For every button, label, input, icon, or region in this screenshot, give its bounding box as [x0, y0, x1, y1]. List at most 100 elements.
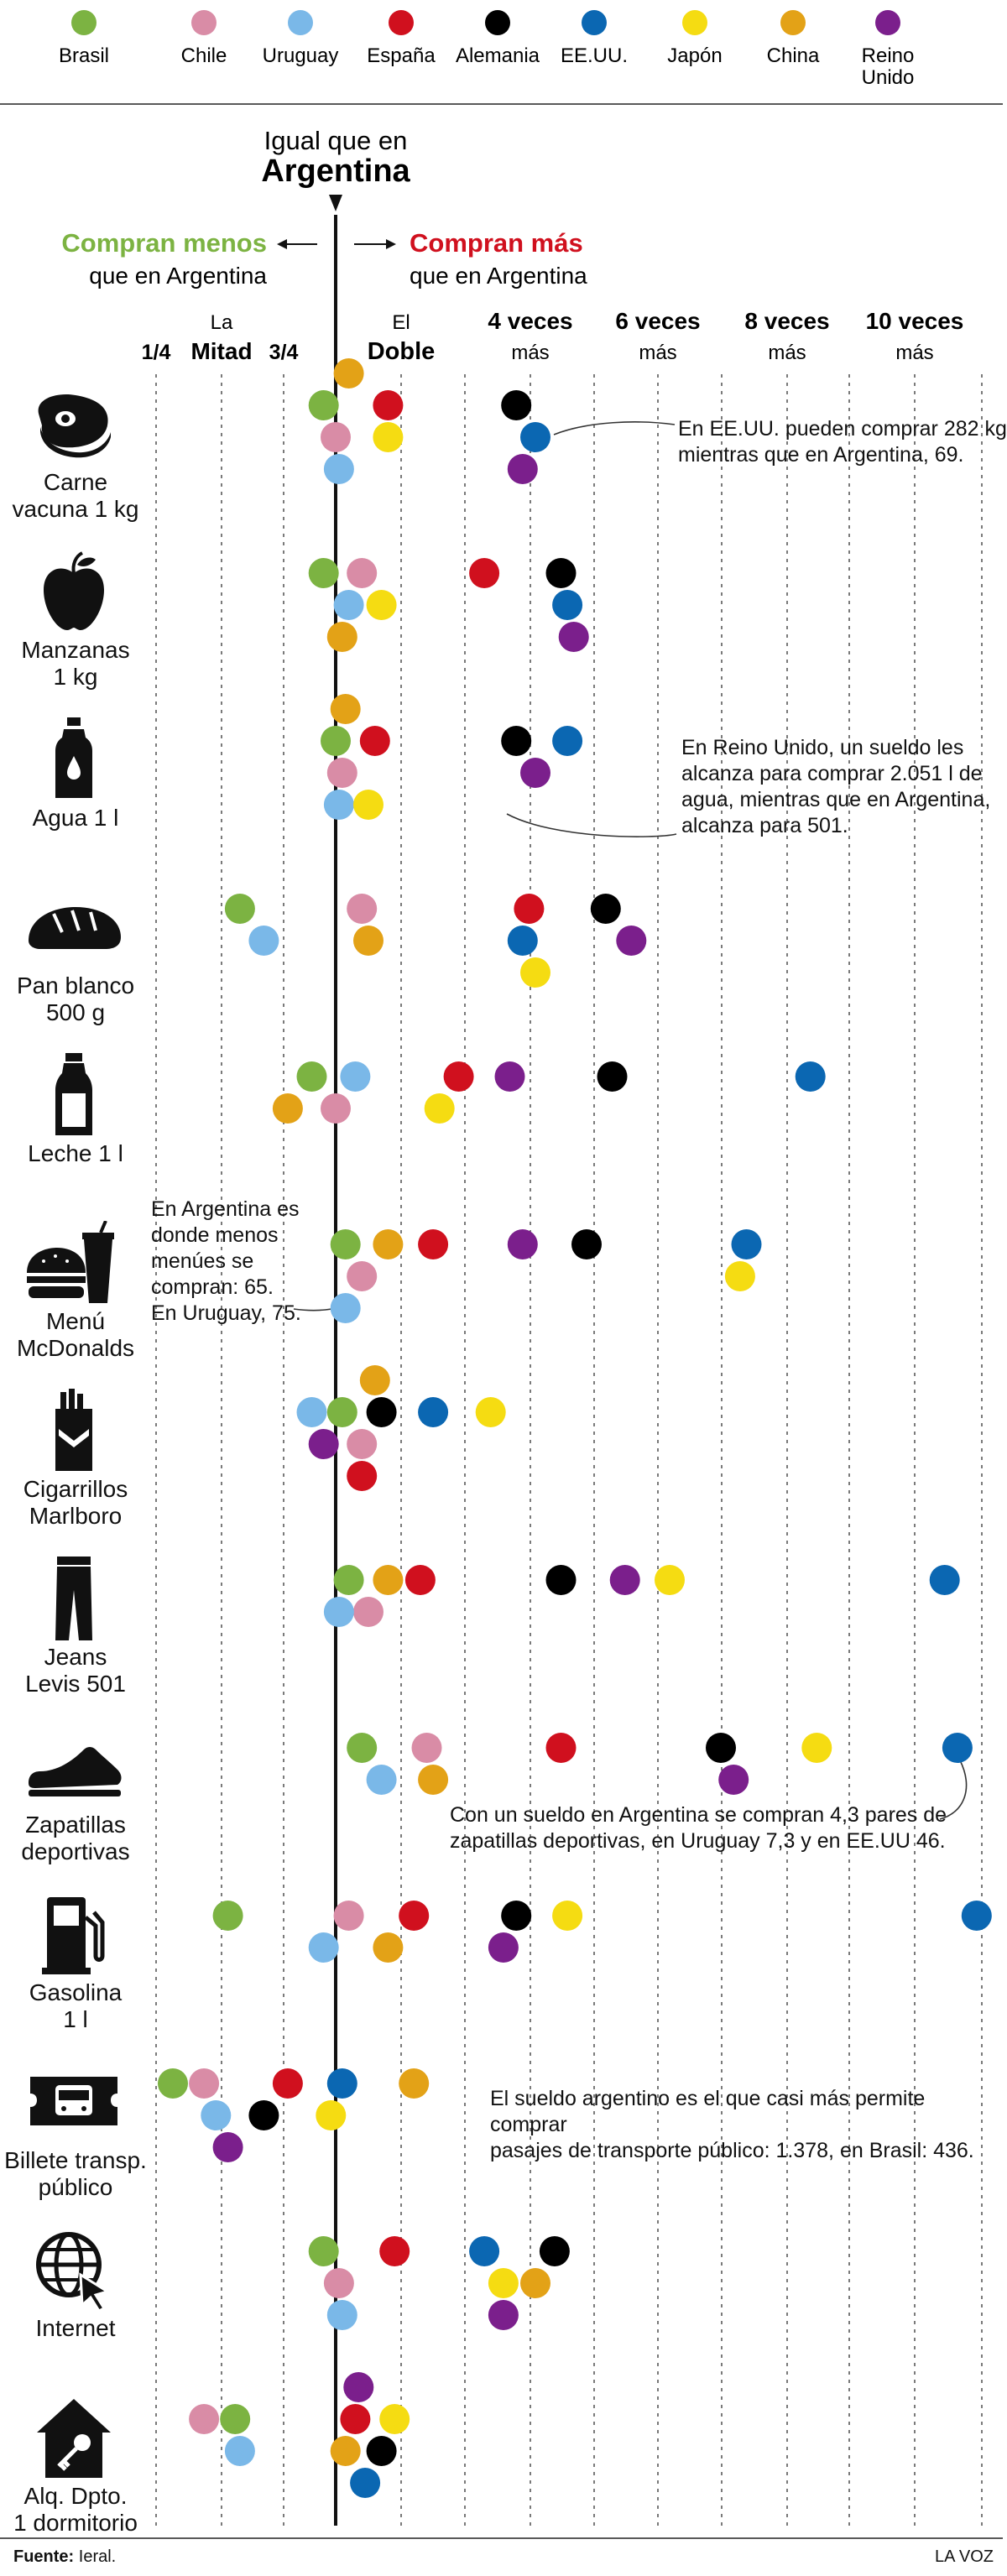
right-arrow-icon	[354, 239, 396, 249]
legend-swatch	[780, 10, 806, 35]
point-japon-alq-dpto-1-dormitorio	[379, 2404, 410, 2434]
legend-label: Brasil	[59, 44, 109, 67]
product-label-alquiler: Alq. Dpto. 1 dormitorio	[13, 2483, 138, 2536]
point-chile-carne-vacuna-1-kg	[321, 422, 351, 452]
point-chile-pan-blanco-500-g	[347, 894, 378, 924]
point-chile-jeans-levis-501	[353, 1597, 383, 1627]
point-chile-billete-transp-publico	[189, 2068, 220, 2099]
annotation-uk-agua: En Reino Unido, un sueldo les alcanza par…	[681, 736, 991, 837]
point-chile-alq-dpto-1-dormitorio	[189, 2404, 220, 2434]
point-alemania-menu-mcdonalds	[571, 1229, 602, 1259]
point-ee-uu-menu-mcdonalds	[731, 1229, 762, 1259]
annotation-leader	[553, 421, 676, 435]
point-brasil-billete-transp-publico	[158, 2068, 188, 2099]
reference-line1: Igual que en	[264, 126, 408, 155]
point-china-manzanas-1-kg	[326, 622, 357, 652]
legend-label: Alemania	[456, 44, 540, 67]
more-subtitle: que en Argentina	[410, 263, 587, 289]
point-uruguay-jeans-levis-501	[323, 1597, 354, 1627]
legend-swatch	[288, 10, 313, 35]
product-label-internet: Internet	[35, 2315, 116, 2341]
point-espana-menu-mcdonalds	[418, 1229, 449, 1259]
point-japon-zapatillas-deportivas	[801, 1733, 832, 1763]
point-reino-unido-leche-1-l	[494, 1061, 525, 1092]
point-uruguay-cigarrillos-marlboro	[296, 1397, 327, 1427]
point-alemania-manzanas-1-kg	[545, 558, 577, 588]
point-ee-uu-gasolina-1-l	[961, 1901, 992, 1931]
point-alemania-agua-1-l	[501, 726, 532, 756]
cigarettes-icon	[23, 1389, 124, 1473]
point-brasil-gasolina-1-l	[212, 1901, 243, 1931]
legend-swatch	[682, 10, 707, 35]
point-alemania-zapatillas-deportivas	[706, 1733, 736, 1763]
sneaker-icon	[23, 1724, 124, 1808]
point-japon-menu-mcdonalds	[724, 1261, 755, 1291]
less-subtitle: que en Argentina	[89, 263, 267, 289]
milk-icon	[23, 1053, 124, 1137]
point-espana-cigarrillos-marlboro	[347, 1461, 378, 1491]
point-espana-gasolina-1-l	[399, 1901, 430, 1931]
tick-double-bottom: Doble	[368, 338, 436, 365]
product-label-zapatillas: Zapatillas deportivas	[21, 1812, 130, 1864]
legend: Brasil Chile Uruguay España Alemania EE.UU. Ja…	[59, 10, 914, 89]
legend-item-espana: España	[367, 10, 436, 67]
point-espana-manzanas-1-kg	[469, 558, 500, 588]
annotation-leader	[939, 1760, 968, 1820]
point-reino-unido-agua-1-l	[520, 758, 550, 788]
point-espana-billete-transp-publico	[272, 2068, 303, 2099]
point-chile-agua-1-l	[326, 758, 357, 788]
point-reino-unido-billete-transp-publico	[212, 2132, 243, 2162]
tick-x8-bottom: más	[768, 342, 806, 364]
legend-label: Chile	[181, 44, 227, 67]
point-alemania-gasolina-1-l	[501, 1901, 532, 1931]
annotation-transporte: El sueldo argentino es el que casi más p…	[490, 2087, 974, 2162]
point-china-internet	[520, 2268, 550, 2298]
point-uruguay-manzanas-1-kg	[333, 590, 364, 620]
point-ee-uu-manzanas-1-kg	[552, 590, 583, 620]
point-japon-agua-1-l	[353, 790, 383, 820]
point-chile-manzanas-1-kg	[347, 558, 378, 588]
point-reino-unido-internet	[488, 2300, 519, 2330]
product-label-menu: Menú McDonalds	[16, 1308, 135, 1361]
point-espana-alq-dpto-1-dormitorio	[340, 2404, 371, 2434]
point-reino-unido-zapatillas-deportivas	[718, 1765, 749, 1795]
tick-x6-top: 6 veces	[615, 308, 700, 334]
left-arrow-icon	[277, 239, 317, 249]
point-china-jeans-levis-501	[373, 1565, 404, 1595]
apple-icon	[23, 550, 124, 634]
point-china-billete-transp-publico	[399, 2068, 430, 2099]
point-alemania-billete-transp-publico	[248, 2100, 279, 2130]
publisher-credit: LA VOZ	[934, 2547, 994, 2566]
point-china-leche-1-l	[272, 1093, 303, 1124]
point-alemania-alq-dpto-1-dormitorio	[366, 2436, 397, 2466]
product-label-jeans: Jeans Levis 501	[25, 1644, 126, 1697]
legend-item-china: China	[767, 10, 820, 67]
point-china-menu-mcdonalds	[373, 1229, 404, 1259]
point-espana-internet	[379, 2236, 410, 2266]
point-uruguay-zapatillas-deportivas	[366, 1765, 397, 1795]
point-uruguay-alq-dpto-1-dormitorio	[224, 2436, 255, 2466]
data-points	[158, 358, 992, 2498]
annotation-leader	[506, 813, 677, 837]
point-ee-uu-zapatillas-deportivas	[942, 1733, 973, 1763]
point-uruguay-gasolina-1-l	[308, 1932, 339, 1963]
point-alemania-internet	[539, 2236, 570, 2266]
point-uruguay-menu-mcdonalds	[330, 1293, 361, 1323]
legend-label: Unido	[862, 66, 915, 89]
tick-x10-bottom: más	[895, 342, 933, 364]
product-label-pan: Pan blanco 500 g	[16, 973, 135, 1025]
tick-double-top: El	[392, 311, 410, 334]
product-label-gasolina: Gasolina 1 l	[29, 1979, 123, 2032]
point-china-zapatillas-deportivas	[418, 1765, 449, 1795]
point-ee-uu-pan-blanco-500-g	[507, 926, 538, 956]
point-ee-uu-jeans-levis-501	[929, 1565, 960, 1595]
point-japon-cigarrillos-marlboro	[475, 1397, 506, 1427]
point-chile-menu-mcdonalds	[347, 1261, 378, 1291]
point-japon-manzanas-1-kg	[366, 590, 397, 620]
legend-label: Uruguay	[263, 44, 339, 67]
point-uruguay-agua-1-l	[323, 790, 354, 820]
point-reino-unido-manzanas-1-kg	[558, 622, 589, 652]
point-reino-unido-gasolina-1-l	[488, 1932, 519, 1963]
product-label-billete: Billete transp. público	[4, 2147, 147, 2200]
tick-x4-bottom: más	[511, 342, 549, 364]
